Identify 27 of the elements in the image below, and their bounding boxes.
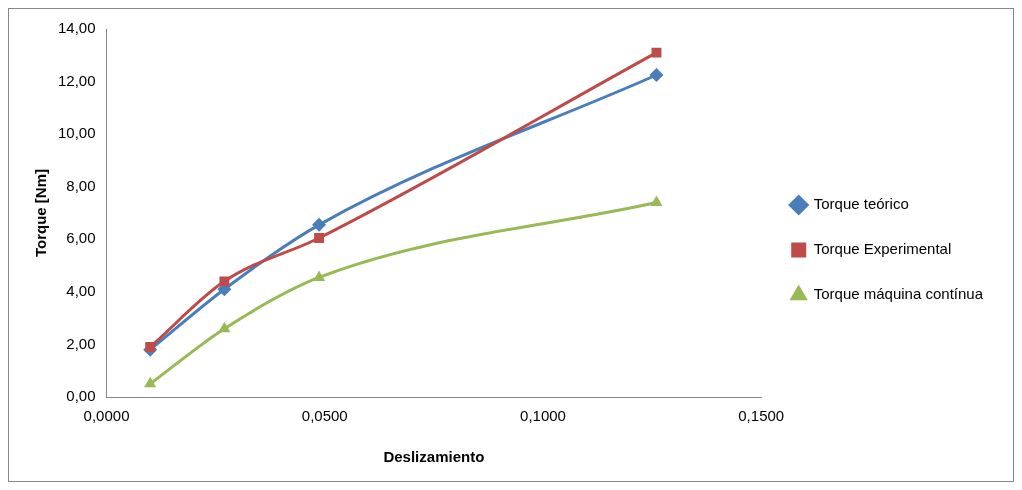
point [314, 233, 325, 243]
y-tick-label: 12,00 [57, 71, 96, 89]
y-tick-label: 2,00 [66, 334, 96, 352]
point [145, 342, 156, 353]
point [144, 376, 157, 388]
x-tick-label: 0,1500 [738, 407, 785, 425]
y-tick-label: 6,00 [66, 229, 96, 247]
legend-label: Torque máquina contínua [813, 285, 984, 303]
x-tick-label: 0,0500 [301, 407, 348, 425]
y-tick-label: 0,00 [66, 387, 96, 405]
legend-label: Torque Experimental [813, 240, 952, 258]
point [651, 47, 662, 58]
y-tick-label: 10,00 [57, 124, 96, 142]
point [219, 276, 230, 287]
point [312, 217, 327, 232]
y-axis-title: Torque [Nm] [32, 168, 50, 258]
point [218, 321, 231, 333]
point [313, 270, 326, 281]
point [649, 68, 664, 82]
x-tick-label: 0,0000 [83, 407, 130, 425]
y-tick-label: 8,00 [66, 176, 96, 194]
point [650, 195, 663, 206]
y-tick-label: 4,00 [66, 282, 96, 299]
x-tick-label: 0,1000 [520, 407, 566, 425]
x-axis-title: Deslizamiento [383, 448, 485, 466]
y-tick-label: 14,00 [57, 19, 96, 37]
legend-label: Torque teórico [813, 195, 909, 213]
